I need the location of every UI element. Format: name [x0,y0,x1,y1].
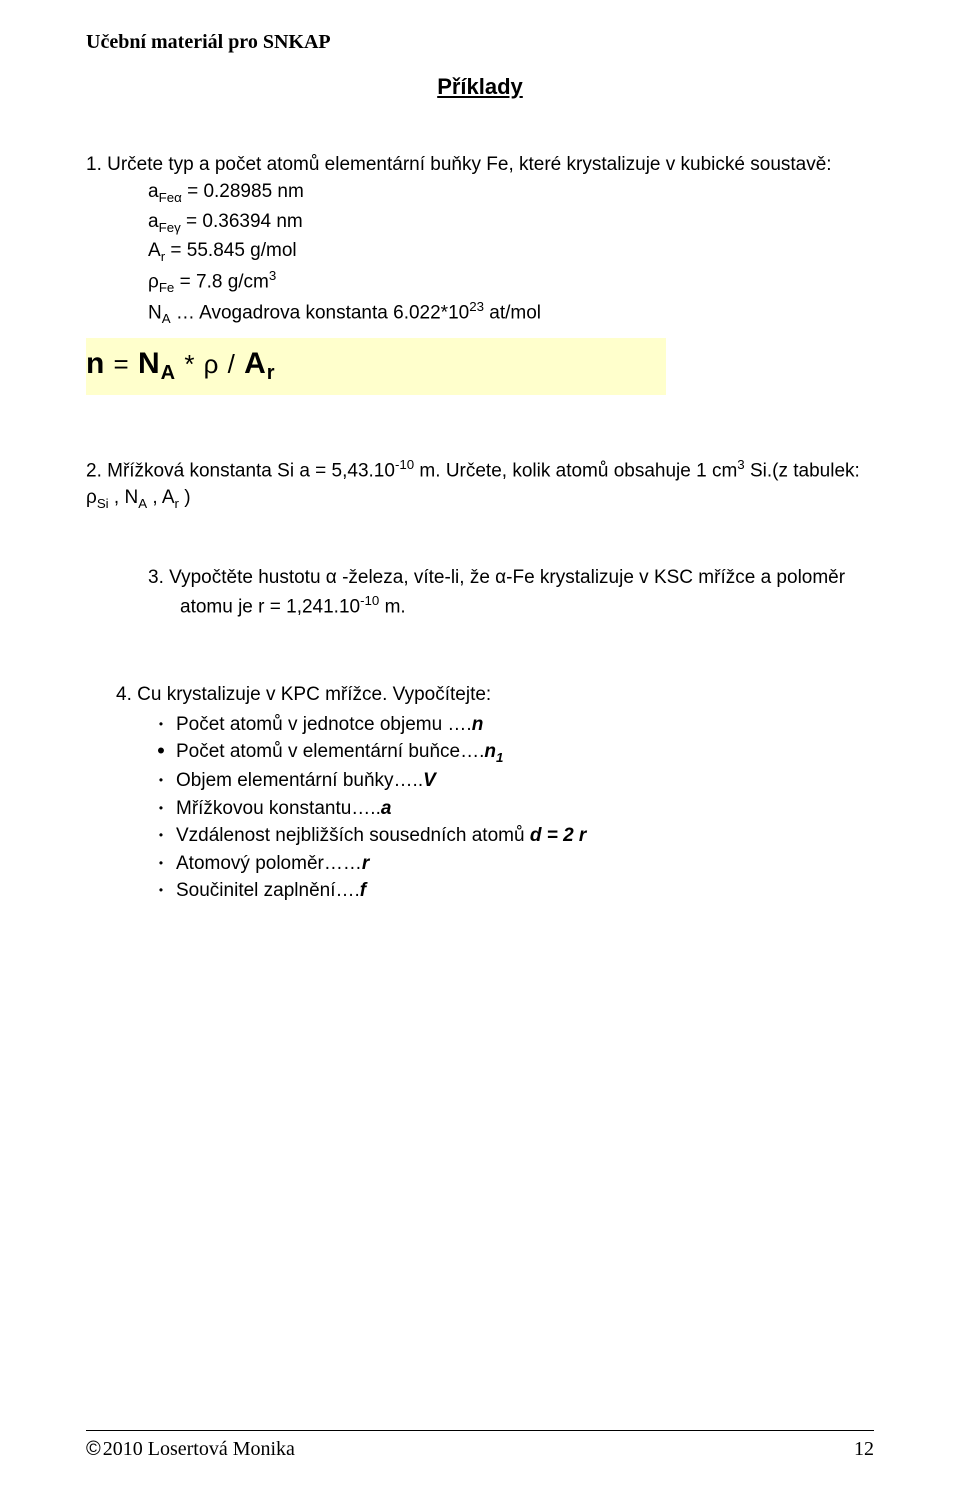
list-item: • Počet atomů v jednotce objemu ….n [146,711,874,739]
text: = [105,349,138,379]
text-bold-italic: n [484,741,496,762]
item-text: Počet atomů v jednotce objemu ….n [176,711,874,739]
subscript: A [162,311,171,326]
footer-text: 2010 Losertová Monika [103,1438,295,1460]
sec1-values: aFeα = 0.28985 nm aFeγ = 0.36394 nm Ar =… [148,178,874,328]
sec1-val-ar: Ar = 55.845 g/mol [148,237,874,266]
text: = 7.8 g/cm [174,271,269,292]
section-4: 4. Cu krystalizuje v KPC mřížce. Vypočít… [86,681,874,905]
bullet-icon: • [146,738,176,764]
text: a [148,181,159,202]
text: Objem elementární buňky….. [176,770,423,791]
text: Atomový poloměr…… [176,853,362,874]
text-bold-italic: f [360,880,366,901]
bullet-icon: • [146,767,176,793]
sec1-val-na: NA … Avogadrova konstanta 6.022*1023 at/… [148,297,874,328]
list-item: • Mřížkovou konstantu…..a [146,795,874,823]
subscript: r [267,363,276,385]
list-item: • Vzdálenost nejbližších sousedních atom… [146,822,874,850]
item-text: Počet atomů v elementární buňce….n1 [176,738,874,767]
sec2-text: 2. Mřížková konstanta Si a = 5,43.10-10 … [86,455,874,514]
text: m. [379,596,405,617]
text-bold-italic: r [362,853,369,874]
superscript: -10 [395,457,414,472]
text: = 55.845 g/mol [165,240,297,261]
text: Vzdálenost nejbližších sousedních atomů [176,825,530,846]
text: m. Určete, kolik atomů obsahuje 1 cm [414,460,737,481]
sec1-formula: n = NA * ρ / Ar [86,338,666,394]
text: Mřížkovou konstantu….. [176,798,381,819]
section-3: 3. Vypočtěte hustotu α -železa, víte-li,… [86,564,874,621]
superscript: 3 [737,457,744,472]
text: Součinitel zaplnění…. [176,880,360,901]
section-1: 1. Určete typ a počet atomů elementární … [86,151,874,395]
text: 3. Vypočtěte hustotu α -železa, víte-li,… [148,567,845,618]
text: a [148,211,159,232]
item-text: Součinitel zaplnění….f [176,877,874,905]
list-item: • Objem elementární buňky…..V [146,767,874,795]
subscript: Feα [159,190,182,205]
text-bold-italic: d = 2 r [530,825,587,846]
list-item: • Počet atomů v elementární buňce….n1 [146,738,874,767]
text-bold-italic: a [381,798,392,819]
item-text: Vzdálenost nejbližších sousedních atomů … [176,822,874,850]
bullet-icon: • [146,822,176,848]
item-text: Mřížkovou konstantu…..a [176,795,874,823]
formula-n: n [86,347,105,380]
text: , A [147,487,174,508]
page-title: Příklady [86,71,874,103]
list-item: • Atomový poloměr……r [146,850,874,878]
bullet-icon: • [146,877,176,903]
subscript: 1 [496,750,503,765]
sec4-list: • Počet atomů v jednotce objemu ….n • Po… [146,711,874,905]
page-footer: ©2010 Losertová Monika 12 [86,1430,874,1464]
subscript: A [161,363,176,385]
page-header: Učební materiál pro SNKAP [86,28,874,57]
sec1-val-a-fe-gamma: aFeγ = 0.36394 nm [148,208,874,237]
text: * ρ / [176,349,244,379]
item-text: Atomový poloměr……r [176,850,874,878]
text: Počet atomů v jednotce objemu …. [176,714,472,735]
subscript: Si [97,496,109,511]
sec1-lead: 1. Určete typ a počet atomů elementární … [86,151,874,179]
section-2: 2. Mřížková konstanta Si a = 5,43.10-10 … [86,455,874,514]
subscript: Feγ [159,219,181,234]
superscript: 3 [269,268,276,283]
text: = 0.36394 nm [181,211,303,232]
text: at/mol [484,302,541,323]
text: … Avogadrova konstanta 6.022*10 [171,302,470,323]
footer-left: ©2010 Losertová Monika [86,1435,295,1464]
text: = 0.28985 nm [182,181,304,202]
text: A [148,240,161,261]
copyright-icon: © [86,1438,101,1460]
sec1-val-rho-fe: ρFe = 7.8 g/cm3 [148,266,874,297]
subscript: Fe [159,280,175,295]
superscript: 23 [469,299,484,314]
text-bold-italic: V [423,770,436,791]
bullet-icon: • [146,850,176,876]
bullet-icon: • [146,711,176,737]
item-text: Objem elementární buňky…..V [176,767,874,795]
sec4-lead: 4. Cu krystalizuje v KPC mřížce. Vypočít… [116,681,874,709]
text: , N [109,487,139,508]
list-item: • Součinitel zaplnění….f [146,877,874,905]
page-number: 12 [854,1435,874,1464]
superscript: -10 [360,593,379,608]
text: ρ [148,271,159,292]
sec3-text: 3. Vypočtěte hustotu α -železa, víte-li,… [180,564,874,621]
text-bold-italic: n [472,714,484,735]
formula-N: N [138,347,161,380]
text: N [148,302,162,323]
text: 2. Mřížková konstanta Si a = 5,43.10 [86,460,395,481]
formula-A: A [244,347,267,380]
bullet-icon: • [146,795,176,821]
subscript: A [138,496,147,511]
sec1-val-a-fe-alpha: aFeα = 0.28985 nm [148,178,874,207]
text: Počet atomů v elementární buňce…. [176,741,484,762]
text: ) [179,487,191,508]
